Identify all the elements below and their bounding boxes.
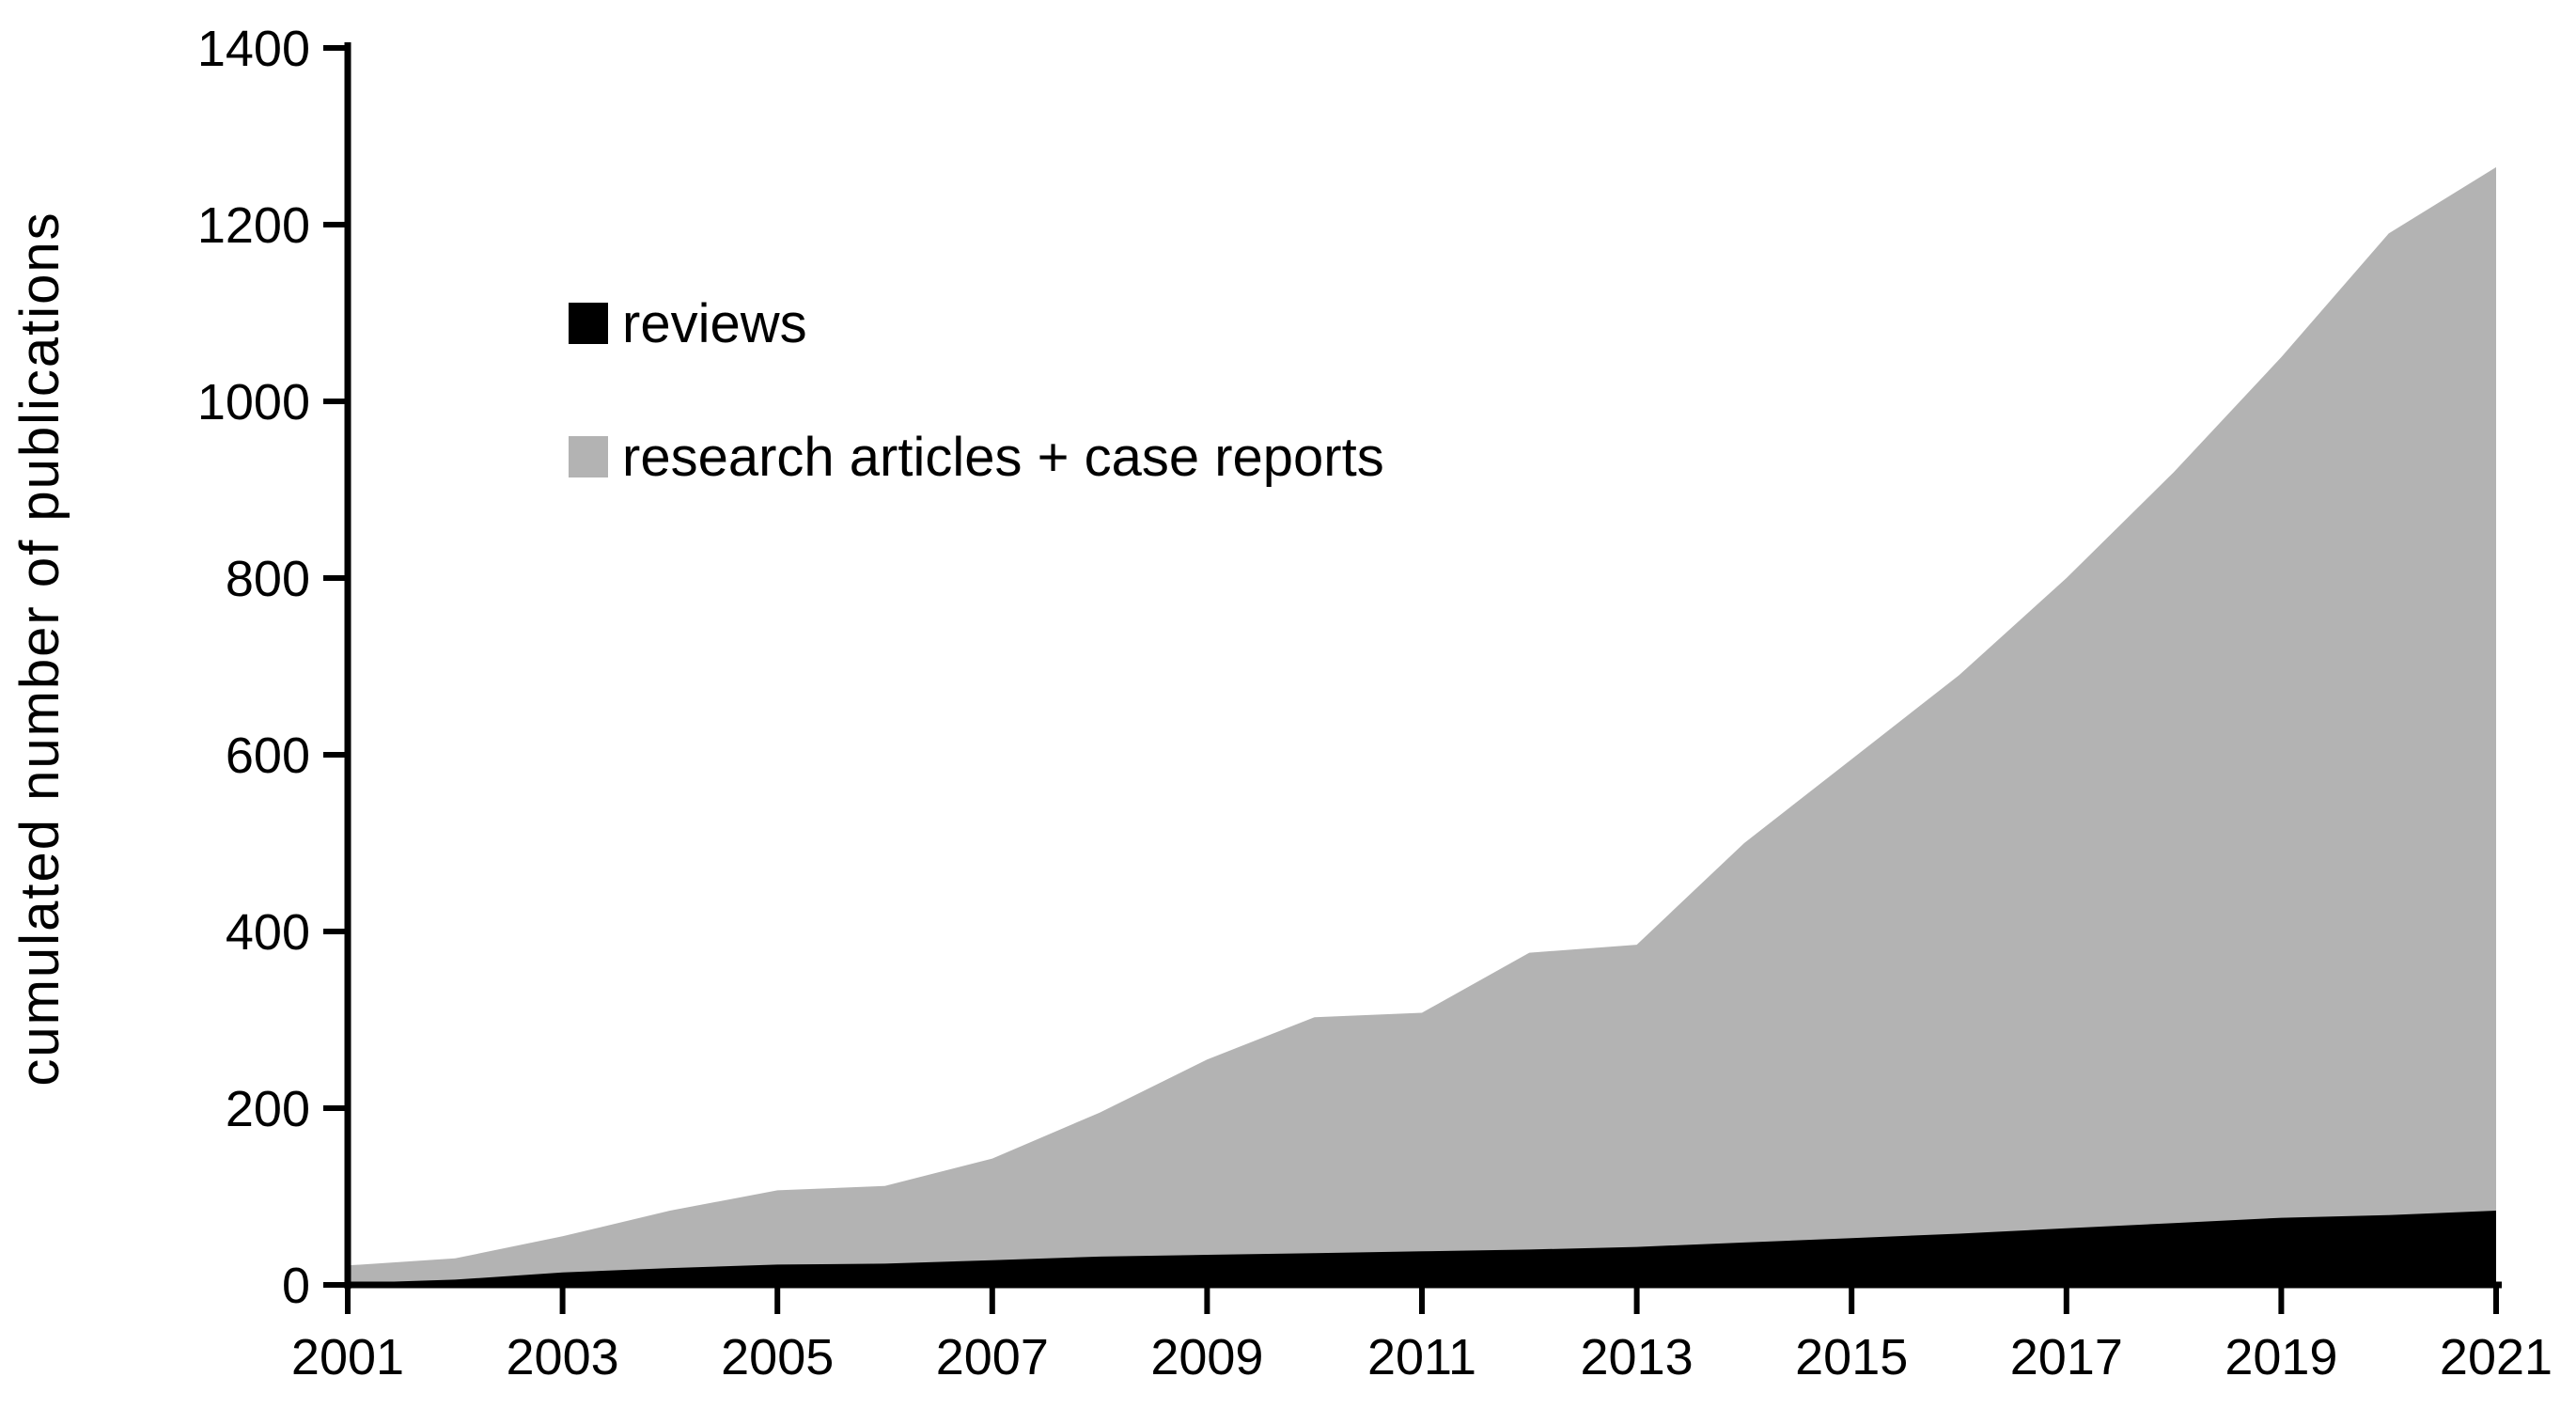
legend-swatch-research-articles <box>569 436 608 477</box>
y-axis: 0 200 400 600 800 1000 1200 1400 <box>197 21 351 1314</box>
y-tick-label: 600 <box>226 728 310 784</box>
legend-label-reviews: reviews <box>622 293 807 354</box>
y-tick-label: 1000 <box>197 374 310 430</box>
y-tick-label: 800 <box>226 551 310 607</box>
x-tick-label: 2007 <box>936 1329 1049 1385</box>
x-tick-label: 2009 <box>1150 1329 1263 1385</box>
x-tick-label: 2005 <box>721 1329 834 1385</box>
x-tick-labels: 2001 2003 2005 2007 2009 2011 2013 2015 2017 2019… <box>291 1329 2553 1385</box>
legend-swatch-reviews <box>569 303 608 344</box>
x-ticks <box>345 1285 2499 1314</box>
y-axis-title: cumulated number of publications <box>9 211 70 1086</box>
y-tick-label: 1200 <box>197 197 310 254</box>
x-tick-label: 2013 <box>1581 1329 1694 1385</box>
x-tick-label: 2019 <box>2225 1329 2337 1385</box>
x-tick-label: 2017 <box>2010 1329 2123 1385</box>
legend-label-research-articles: research articles + case reports <box>622 427 1384 488</box>
legend: reviews research articles + case reports <box>569 293 1384 488</box>
area-research-articles-case-reports <box>348 166 2496 1285</box>
area-reviews <box>348 1211 2496 1285</box>
x-tick-label: 2011 <box>1367 1329 1476 1385</box>
y-tick-label: 400 <box>226 904 310 961</box>
y-tick-label: 200 <box>226 1081 310 1137</box>
x-tick-label: 2003 <box>507 1329 619 1385</box>
x-tick-label: 2001 <box>291 1329 404 1385</box>
y-tick-label: 0 <box>282 1258 310 1314</box>
y-tick-labels: 0 200 400 600 800 1000 1200 1400 <box>197 21 310 1314</box>
x-axis: 2001 2003 2005 2007 2009 2011 2013 2015 2017 2019… <box>291 1281 2553 1385</box>
x-tick-label: 2021 <box>2440 1329 2553 1385</box>
y-tick-label: 1400 <box>197 21 310 77</box>
y-ticks <box>323 45 348 1288</box>
x-tick-label: 2015 <box>1795 1329 1908 1385</box>
